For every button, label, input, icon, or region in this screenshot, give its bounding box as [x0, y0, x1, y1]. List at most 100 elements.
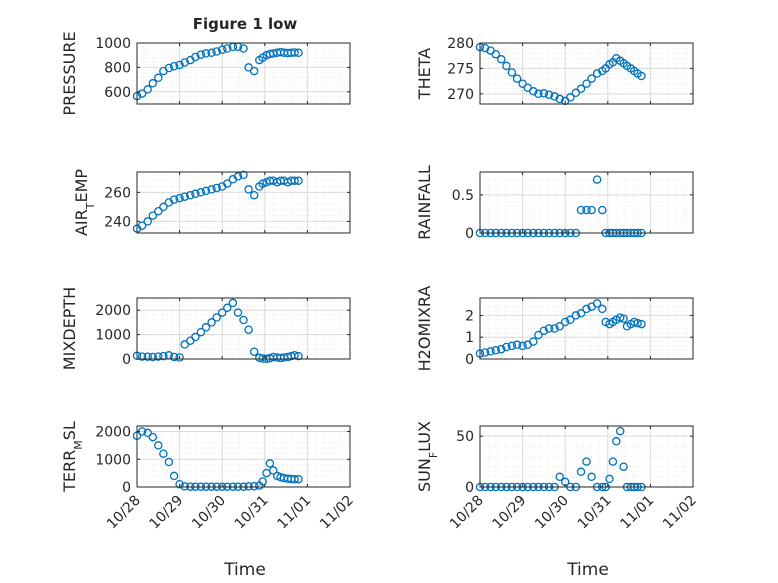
- data-point: [159, 202, 168, 212]
- x-tick-label: 11/01: [274, 493, 314, 533]
- data-point: [148, 211, 158, 220]
- data-point: [587, 472, 596, 482]
- y-tick-label: 0: [122, 352, 131, 368]
- data-point: [555, 94, 564, 104]
- data-point: [491, 49, 501, 59]
- y-tick-label: 275: [447, 61, 474, 77]
- data-point: [633, 318, 642, 328]
- data-point: [233, 172, 243, 181]
- y-tick-label: 270: [447, 87, 474, 103]
- x-tick-label: 11/02: [660, 493, 700, 533]
- subplot-pressure: 600 800 1000 PRESSURE: [60, 31, 351, 116]
- subplot-mixdepth: 0 1000 2000 MIXDEPTH: [60, 287, 351, 370]
- x-tick-label: 10/31: [232, 493, 272, 533]
- data-point: [233, 308, 243, 317]
- data-point: [180, 192, 189, 201]
- data-point: [154, 206, 163, 216]
- data-point: [137, 352, 147, 361]
- data-point: [169, 471, 179, 481]
- data-point: [571, 88, 581, 98]
- data-point: [154, 73, 163, 83]
- data-point: [239, 315, 248, 325]
- data-point: [486, 347, 495, 356]
- data-point: [637, 71, 646, 81]
- data-point: [143, 352, 152, 362]
- data-point: [265, 459, 275, 468]
- y-tick-label: 0.5: [452, 188, 474, 204]
- data-point: [290, 176, 299, 185]
- data-point: [294, 176, 303, 185]
- data-point: [249, 347, 259, 356]
- data-point: [534, 330, 543, 340]
- axes-box: [136, 425, 351, 488]
- data-point: [555, 322, 564, 331]
- data-point: [207, 48, 216, 58]
- data-point: [529, 337, 538, 346]
- data-point: [502, 342, 511, 352]
- y-axis-label: PRESSURE: [60, 31, 79, 115]
- data-point: [201, 49, 211, 58]
- data-point: [212, 313, 221, 322]
- data-point: [592, 175, 602, 184]
- data-point: [239, 44, 248, 53]
- y-axis-label: AIRTEMP: [72, 169, 97, 236]
- data-point: [164, 457, 174, 467]
- data-point: [555, 472, 564, 482]
- data-point: [148, 432, 158, 442]
- data-point: [191, 52, 200, 62]
- data-point: [550, 324, 559, 333]
- data-point: [615, 426, 625, 436]
- data-point: [544, 90, 554, 100]
- data-point: [571, 311, 581, 320]
- x-tick-label: 11/02: [317, 493, 357, 533]
- data-point: [619, 462, 628, 471]
- y-tick-label: 0: [465, 480, 474, 496]
- data-point: [560, 317, 570, 327]
- y-tick-label: 2000: [95, 425, 131, 441]
- data-point: [269, 466, 278, 475]
- data-point: [244, 185, 253, 194]
- data-point: [544, 324, 554, 333]
- series-markers: [132, 298, 303, 364]
- series-markers: [475, 299, 646, 358]
- plot-area: [480, 43, 693, 104]
- data-point: [212, 47, 221, 56]
- data-point: [239, 170, 248, 180]
- data-point: [582, 205, 591, 215]
- data-point: [159, 449, 168, 458]
- data-point: [223, 303, 232, 313]
- data-point: [480, 348, 490, 357]
- data-point: [196, 188, 206, 197]
- axes-box: [479, 297, 694, 360]
- axes-box: [479, 171, 694, 234]
- data-point: [582, 457, 591, 466]
- data-point: [207, 318, 216, 327]
- x-tick-label: 10/31: [575, 493, 615, 533]
- data-point: [169, 195, 179, 204]
- data-point: [587, 74, 596, 83]
- y-tick-label: 1000: [95, 452, 131, 468]
- x-tick-label: 10/30: [189, 493, 229, 533]
- data-point: [497, 55, 506, 64]
- y-axis-label: RAINFALL: [415, 165, 434, 240]
- y-tick-label: 0: [465, 352, 474, 368]
- x-tick-label: 10/30: [532, 493, 572, 533]
- data-point: [529, 87, 538, 96]
- x-axis-label-left: Time: [223, 560, 266, 580]
- x-tick-label: 11/01: [617, 493, 657, 533]
- data-point: [539, 326, 549, 335]
- data-point: [196, 327, 206, 337]
- data-point: [507, 68, 517, 77]
- axes-box: [136, 297, 351, 360]
- x-tick-label: 10/28: [104, 493, 144, 533]
- plot-area: [137, 172, 350, 233]
- data-point: [175, 353, 184, 362]
- data-point: [587, 205, 596, 215]
- data-point: [196, 50, 206, 59]
- data-point: [244, 482, 253, 491]
- data-point: [164, 63, 174, 73]
- y-tick-label: 800: [104, 60, 131, 76]
- y-tick-label: 0: [465, 226, 474, 242]
- data-point: [512, 74, 522, 83]
